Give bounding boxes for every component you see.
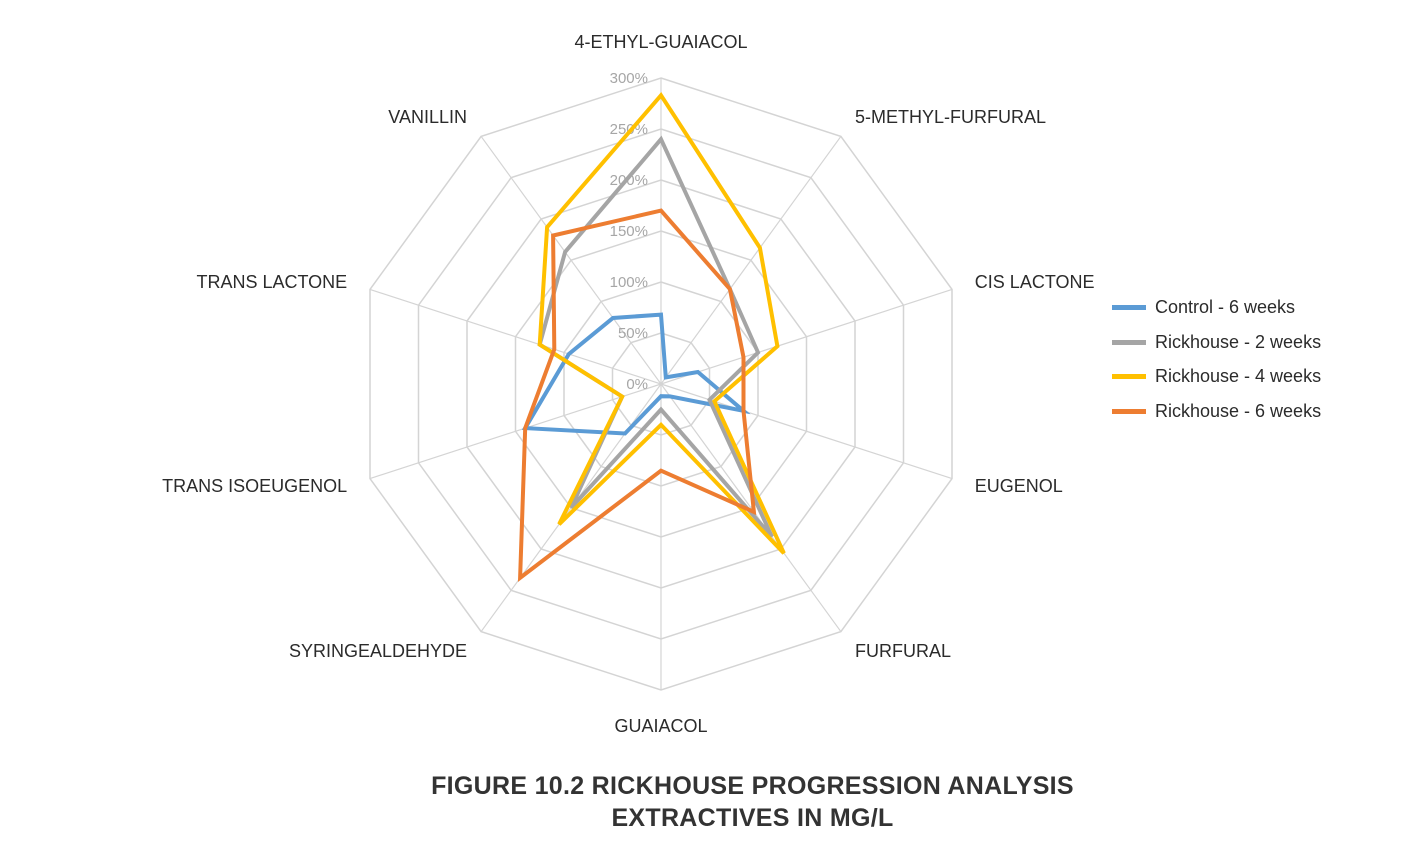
series-line-1: [521, 312, 751, 436]
legend-label: Rickhouse - 4 weeks: [1155, 366, 1322, 387]
radial-tick-label: 150%: [610, 223, 648, 240]
legend-item: Rickhouse - 6 weeks: [1112, 394, 1321, 429]
series-line-3: [537, 91, 786, 555]
category-label: CIS LACTONE: [975, 272, 1095, 292]
radar-grid: [369, 77, 953, 691]
chart-legend: Control - 6 weeks Rickhouse - 2 weeks Rick…: [1112, 290, 1321, 429]
legend-label: Rickhouse - 6 weeks: [1155, 400, 1322, 421]
category-label: GUAIACOL: [614, 716, 707, 736]
caption-line-1: FIGURE 10.2 RICKHOUSE PROGRESSION ANALYS…: [431, 772, 1074, 800]
legend-swatch: [1112, 374, 1146, 380]
figure-caption: FIGURE 10.2 RICKHOUSE PROGRESSION ANALYS…: [0, 770, 1401, 834]
radar-series: [517, 91, 786, 583]
radar-grid-ring: [514, 230, 808, 538]
radar-grid-ring: [417, 128, 905, 640]
category-label: SYRINGEALDEHYDE: [289, 641, 467, 661]
radial-tick-label: 0%: [626, 376, 648, 393]
radial-tick-label: 250%: [610, 121, 648, 138]
category-label: FURFURAL: [855, 641, 951, 661]
category-label: 5-METHYL-FURFURAL: [855, 107, 1046, 127]
category-label: EUGENOL: [975, 476, 1063, 496]
legend-item: Control - 6 weeks: [1112, 290, 1321, 325]
legend-swatch: [1112, 408, 1146, 414]
category-label: TRANS LACTONE: [196, 272, 347, 292]
radial-tick-labels: 0% 50% 100% 150% 200% 250% 300%: [610, 70, 648, 393]
radar-grid-ring: [563, 281, 759, 487]
legend-item: Rickhouse - 4 weeks: [1112, 359, 1321, 394]
legend-swatch: [1112, 304, 1146, 310]
category-label: TRANS ISOEUGENOL: [162, 476, 347, 496]
radial-tick-label: 200%: [610, 172, 648, 189]
legend-label: Rickhouse - 2 weeks: [1155, 331, 1322, 352]
legend-item: Rickhouse - 2 weeks: [1112, 325, 1321, 360]
category-labels: 4-ETHYL-GUAIACOL 5-METHYL-FURFURAL CIS LAC…: [162, 32, 1094, 736]
legend-swatch: [1112, 339, 1146, 345]
series-line-4: [517, 208, 757, 583]
radar-grid-ring: [611, 332, 711, 436]
radial-tick-label: 100%: [610, 274, 648, 291]
category-label: VANILLIN: [388, 107, 467, 127]
series-line-2: [537, 135, 774, 539]
caption-line-2: EXTRACTIVES IN MG/L: [611, 804, 894, 832]
radial-tick-label: 300%: [610, 70, 648, 87]
radar-grid-ring: [466, 179, 856, 589]
radar-grid-ring: [369, 77, 953, 691]
radial-tick-label: 50%: [618, 325, 648, 342]
category-label: 4-ETHYL-GUAIACOL: [574, 32, 747, 52]
legend-label: Control - 6 weeks: [1155, 296, 1296, 317]
